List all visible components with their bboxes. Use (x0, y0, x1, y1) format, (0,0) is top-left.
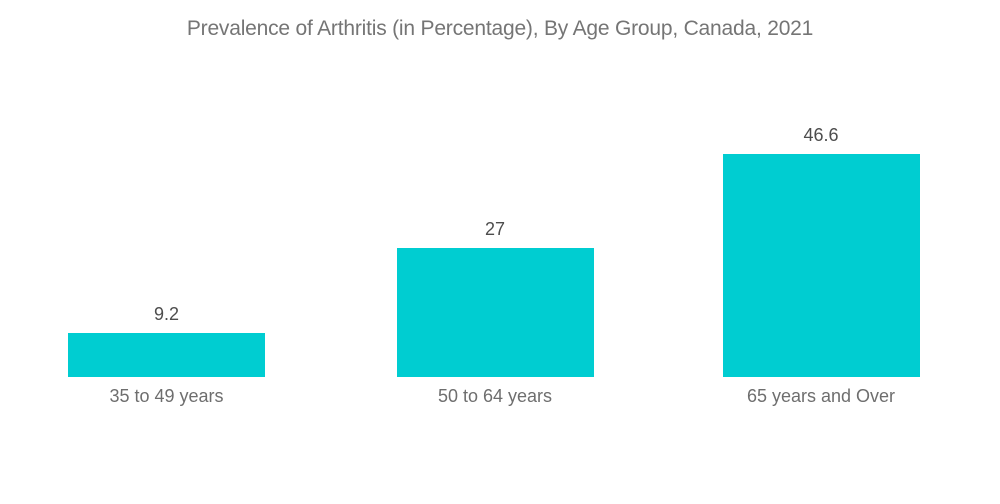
category-label: 65 years and Over (746, 386, 896, 406)
bar-value-label: 9.2 (153, 304, 180, 324)
chart-title: Prevalence of Arthritis (in Percentage),… (186, 17, 814, 40)
bar-group: 46.6 (722, 125, 920, 377)
category-label: 35 to 49 years (109, 386, 224, 406)
bar-group: 27 (396, 219, 594, 377)
bar-value-label: 27 (484, 219, 506, 239)
bar (722, 154, 920, 377)
bar (68, 333, 265, 377)
category-label: 50 to 64 years (437, 386, 553, 406)
bar-group: 9.2 (68, 304, 265, 377)
bar (396, 248, 594, 377)
bar-value-label: 46.6 (803, 125, 839, 145)
